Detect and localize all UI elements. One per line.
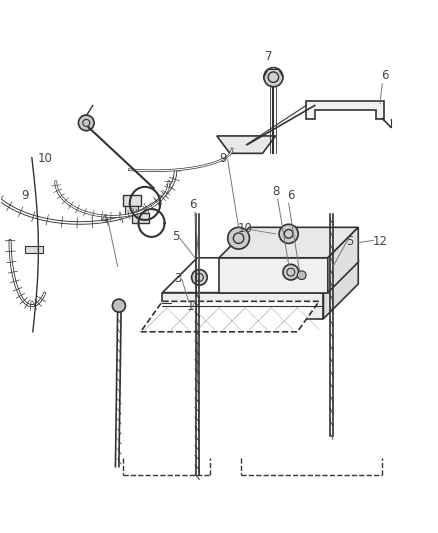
- Text: 6: 6: [189, 198, 197, 211]
- Bar: [132, 213, 149, 223]
- Text: 3: 3: [174, 272, 181, 285]
- Circle shape: [78, 115, 94, 131]
- Bar: [125, 206, 138, 214]
- Circle shape: [279, 224, 298, 244]
- Circle shape: [264, 68, 283, 87]
- Text: 1: 1: [187, 300, 194, 313]
- Polygon shape: [162, 258, 358, 293]
- Text: 12: 12: [373, 235, 388, 248]
- Bar: [123, 195, 141, 206]
- Circle shape: [113, 299, 125, 312]
- Polygon shape: [219, 258, 328, 293]
- Text: 5: 5: [172, 230, 179, 244]
- Text: 8: 8: [272, 185, 279, 198]
- Polygon shape: [328, 228, 358, 293]
- Text: 10: 10: [38, 152, 53, 165]
- Polygon shape: [162, 293, 323, 319]
- Polygon shape: [306, 101, 385, 118]
- Polygon shape: [141, 301, 319, 332]
- Circle shape: [297, 271, 306, 279]
- Circle shape: [228, 228, 250, 249]
- Text: 9: 9: [21, 189, 29, 202]
- Text: 6: 6: [287, 189, 295, 202]
- Text: 9: 9: [219, 152, 227, 165]
- Text: 7: 7: [265, 50, 273, 63]
- Text: 5: 5: [346, 235, 353, 248]
- Circle shape: [283, 264, 299, 280]
- Polygon shape: [323, 258, 358, 319]
- Polygon shape: [219, 228, 358, 258]
- Polygon shape: [217, 136, 276, 154]
- Text: 4: 4: [100, 213, 107, 226]
- Bar: [25, 246, 43, 254]
- Text: 10: 10: [238, 222, 253, 235]
- Text: 6: 6: [381, 69, 388, 83]
- Circle shape: [191, 270, 207, 285]
